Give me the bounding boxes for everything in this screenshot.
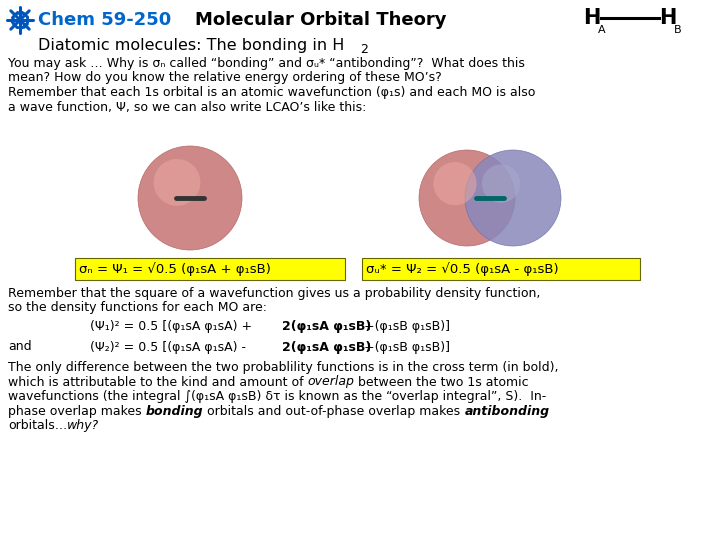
Text: 2(φ₁sA φ₁sB): 2(φ₁sA φ₁sB) xyxy=(282,341,372,354)
Text: mean? How do you know the relative energy ordering of these MO’s?: mean? How do you know the relative energ… xyxy=(8,71,442,84)
Text: H: H xyxy=(583,8,600,28)
Text: Remember that each 1s orbital is an atomic wavefunction (φ₁s) and each MO is als: Remember that each 1s orbital is an atom… xyxy=(8,86,536,99)
Text: why?: why? xyxy=(67,419,99,432)
Text: Diatomic molecules: The bonding in H: Diatomic molecules: The bonding in H xyxy=(38,38,344,53)
Text: +(φ₁sB φ₁sB)]: +(φ₁sB φ₁sB)] xyxy=(360,341,450,354)
Text: wavefunctions (the integral ∫(φ₁sA φ₁sB) δτ is known as the “overlap integral”, : wavefunctions (the integral ∫(φ₁sA φ₁sB)… xyxy=(8,390,546,403)
Text: You may ask … Why is σₙ called “bonding” and σᵤ* “antibonding”?  What does this: You may ask … Why is σₙ called “bonding”… xyxy=(8,57,525,70)
Text: between the two 1s atomic: between the two 1s atomic xyxy=(354,375,529,388)
Text: and: and xyxy=(8,341,32,354)
Text: 2: 2 xyxy=(360,43,368,56)
Text: orbitals and out-of-phase overlap makes: orbitals and out-of-phase overlap makes xyxy=(203,404,464,417)
Circle shape xyxy=(419,150,515,246)
FancyBboxPatch shape xyxy=(75,258,345,280)
Circle shape xyxy=(433,162,477,205)
Text: The only difference between the two probablility functions is in the cross term : The only difference between the two prob… xyxy=(8,361,559,374)
Text: σₙ = Ψ₁ = √0.5 (φ₁sA + φ₁sB): σₙ = Ψ₁ = √0.5 (φ₁sA + φ₁sB) xyxy=(79,262,271,276)
Text: B: B xyxy=(674,25,682,35)
Text: overlap: overlap xyxy=(307,375,354,388)
Text: phase overlap makes: phase overlap makes xyxy=(8,404,145,417)
Text: 2(φ₁sA φ₁sB): 2(φ₁sA φ₁sB) xyxy=(282,320,372,333)
Text: A: A xyxy=(598,25,606,35)
Text: Remember that the square of a wavefunction gives us a probability density functi: Remember that the square of a wavefuncti… xyxy=(8,287,541,300)
Circle shape xyxy=(153,159,200,206)
Text: a wave function, Ψ, so we can also write LCAO’s like this:: a wave function, Ψ, so we can also write… xyxy=(8,100,366,113)
Text: H: H xyxy=(660,8,677,28)
Text: orbitals…: orbitals… xyxy=(8,419,67,432)
Text: so the density functions for each MO are:: so the density functions for each MO are… xyxy=(8,301,267,314)
Circle shape xyxy=(465,150,561,246)
Text: (Ψ₂)² = 0.5 [(φ₁sA φ₁sA) -: (Ψ₂)² = 0.5 [(φ₁sA φ₁sA) - xyxy=(90,341,250,354)
FancyBboxPatch shape xyxy=(362,258,640,280)
Text: Molecular Orbital Theory: Molecular Orbital Theory xyxy=(195,11,446,29)
Text: σᵤ* = Ψ₂ = √0.5 (φ₁sA - φ₁sB): σᵤ* = Ψ₂ = √0.5 (φ₁sA - φ₁sB) xyxy=(366,262,559,276)
Text: +(φ₁sB φ₁sB)]: +(φ₁sB φ₁sB)] xyxy=(360,320,450,333)
Text: which is attributable to the kind and amount of: which is attributable to the kind and am… xyxy=(8,375,307,388)
Circle shape xyxy=(138,146,242,250)
Text: antibonding: antibonding xyxy=(464,404,549,417)
Text: bonding: bonding xyxy=(145,404,203,417)
Text: (Ψ₁)² = 0.5 [(φ₁sA φ₁sA) +: (Ψ₁)² = 0.5 [(φ₁sA φ₁sA) + xyxy=(90,320,256,333)
Circle shape xyxy=(482,164,521,203)
Text: Chem 59-250: Chem 59-250 xyxy=(38,11,171,29)
